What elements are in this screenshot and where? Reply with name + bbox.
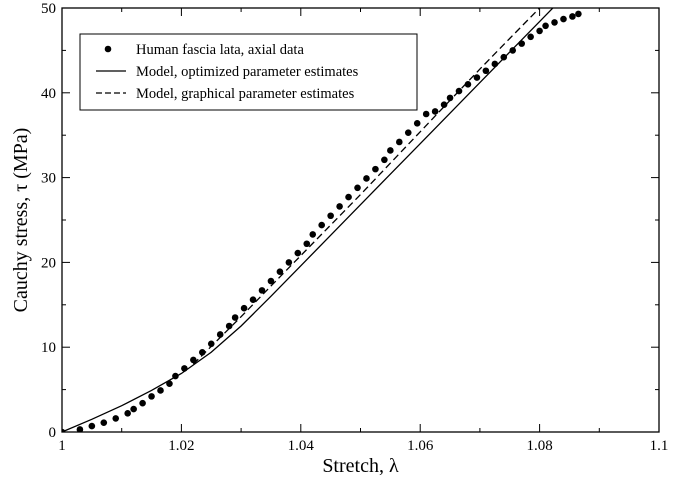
y-tick-label-30: 30 (41, 171, 56, 187)
data-point (473, 74, 481, 81)
data-point (336, 203, 343, 210)
data-point (148, 393, 155, 400)
data-point (267, 277, 275, 285)
series-layer (62, 8, 582, 432)
data-point (285, 259, 293, 266)
legend-label-graphical: Model, graphical parameter estimates (136, 86, 355, 102)
data-point (216, 331, 224, 338)
x-tick-label-1-08: 1.08 (526, 438, 552, 454)
ticks-layer: 1 1.02 1.04 1.06 1.08 1.1 0 10 20 30 40 50 (41, 1, 668, 454)
x-tick-label-1-04: 1.04 (288, 438, 315, 454)
legend-label-optimized: Model, optimized parameter estimates (136, 64, 359, 80)
data-point (258, 287, 266, 294)
y-tick-label-0: 0 (49, 425, 57, 441)
data-point (294, 249, 302, 257)
series-line-optimized (62, 8, 554, 432)
data-point (464, 81, 472, 88)
data-point (88, 422, 96, 430)
legend: Human fascia lata, axial data Model, opt… (79, 33, 418, 111)
data-point (363, 175, 370, 182)
data-point (560, 15, 567, 23)
y-axis-title: Cauchy stress, τ (MPa) (10, 128, 32, 313)
data-point (100, 419, 108, 426)
series-line-graphical (192, 8, 541, 365)
data-point (157, 387, 164, 394)
data-point (387, 147, 394, 154)
y-tick-label-20: 20 (41, 255, 56, 271)
data-point (166, 380, 173, 387)
data-point (542, 22, 549, 30)
y-tick-label-40: 40 (41, 86, 56, 102)
data-point (413, 120, 421, 127)
data-point (318, 221, 325, 229)
data-point (551, 19, 558, 26)
data-point (440, 101, 448, 108)
data-point (431, 108, 439, 115)
data-point (139, 399, 146, 407)
data-point (372, 165, 379, 173)
x-tick-label-1: 1 (58, 438, 66, 454)
data-point (354, 184, 361, 192)
legend-label-data: Human fascia lata, axial data (136, 42, 304, 58)
data-point (225, 322, 233, 330)
legend-box (79, 33, 418, 111)
data-point (124, 410, 131, 417)
data-point (527, 33, 534, 41)
data-point (231, 314, 239, 321)
data-point (76, 426, 84, 432)
y-tick-label-10: 10 (41, 340, 56, 356)
data-point (569, 13, 576, 20)
x-tick-label-1-06: 1.06 (407, 438, 434, 454)
data-point (276, 268, 284, 276)
data-point (491, 60, 499, 68)
data-point (422, 110, 430, 118)
data-point (130, 405, 137, 413)
data-point (396, 138, 403, 146)
legend-marker-data (104, 45, 112, 53)
data-point (509, 47, 517, 54)
data-point (404, 129, 412, 136)
y-tick-label-50: 50 (41, 1, 56, 17)
data-point (327, 212, 334, 220)
data-point (190, 356, 197, 364)
data-point (309, 231, 317, 238)
data-point (500, 53, 508, 61)
data-point (536, 27, 543, 35)
x-tick-label-1-1: 1.1 (650, 438, 669, 454)
x-axis-title: Stretch, λ (322, 455, 399, 477)
data-point (482, 67, 490, 75)
x-tick-label-1-02: 1.02 (168, 438, 194, 454)
data-point (249, 296, 257, 304)
data-point (303, 240, 311, 248)
data-point (240, 304, 248, 312)
data-point (575, 10, 582, 18)
data-point (345, 193, 352, 201)
data-point (381, 156, 388, 164)
data-point (112, 415, 120, 422)
